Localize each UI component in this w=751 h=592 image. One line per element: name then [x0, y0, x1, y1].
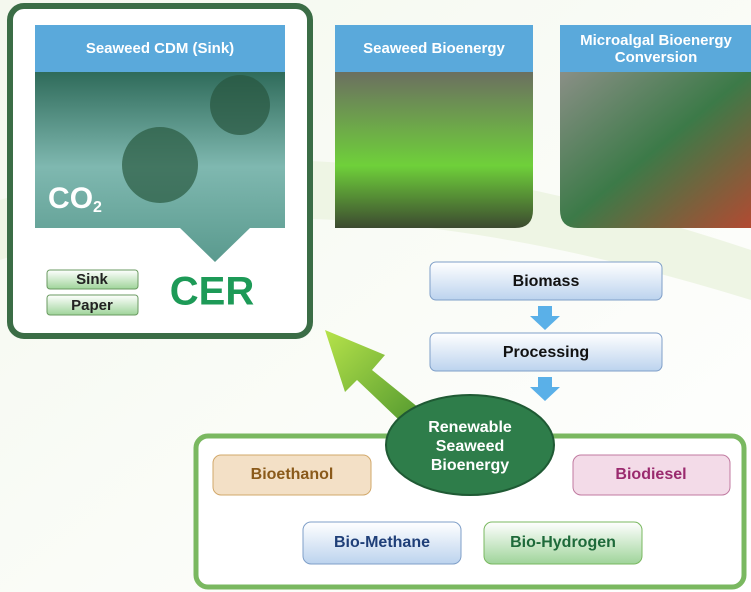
product-label: Bioethanol — [251, 466, 334, 483]
seaweed — [122, 127, 198, 203]
product-label: Bio-Hydrogen — [510, 534, 616, 551]
title-line: Microalgal Bioenergy — [580, 32, 732, 49]
flow-label: Processing — [503, 344, 589, 361]
title-line: Seaweed CDM (Sink) — [86, 40, 234, 57]
logo-sub: 2 — [93, 199, 102, 216]
panel-title: Seaweed CDM (Sink) — [86, 40, 234, 57]
diagram: Seaweed CDM (Sink) CO2 Sink Paper CER Se… — [0, 0, 751, 592]
seaweed — [210, 75, 270, 135]
panel-title: Seaweed Bioenergy — [363, 40, 505, 57]
page: {"panels": [ {"title": ["Seaweed CDM (Si… — [0, 0, 751, 592]
label-line: Seaweed — [436, 438, 504, 455]
product-label: Bio-Methane — [334, 534, 430, 551]
center-label: Renewable Seaweed Bioenergy — [428, 419, 512, 474]
logo-text: CO — [48, 182, 93, 215]
flow-label: Biomass — [513, 273, 580, 290]
title-line: Seaweed Bioenergy — [363, 40, 505, 57]
cer-label: CER — [170, 270, 255, 314]
paper-label: Paper — [71, 297, 113, 314]
product-label: Biodiesel — [615, 466, 686, 483]
title-line: Conversion — [615, 49, 698, 66]
label-line: Bioenergy — [431, 457, 509, 474]
bioreactor-photo — [335, 72, 533, 228]
sink-label: Sink — [76, 271, 108, 288]
label-line: Renewable — [428, 419, 512, 436]
algae-farm-photo — [560, 72, 751, 228]
